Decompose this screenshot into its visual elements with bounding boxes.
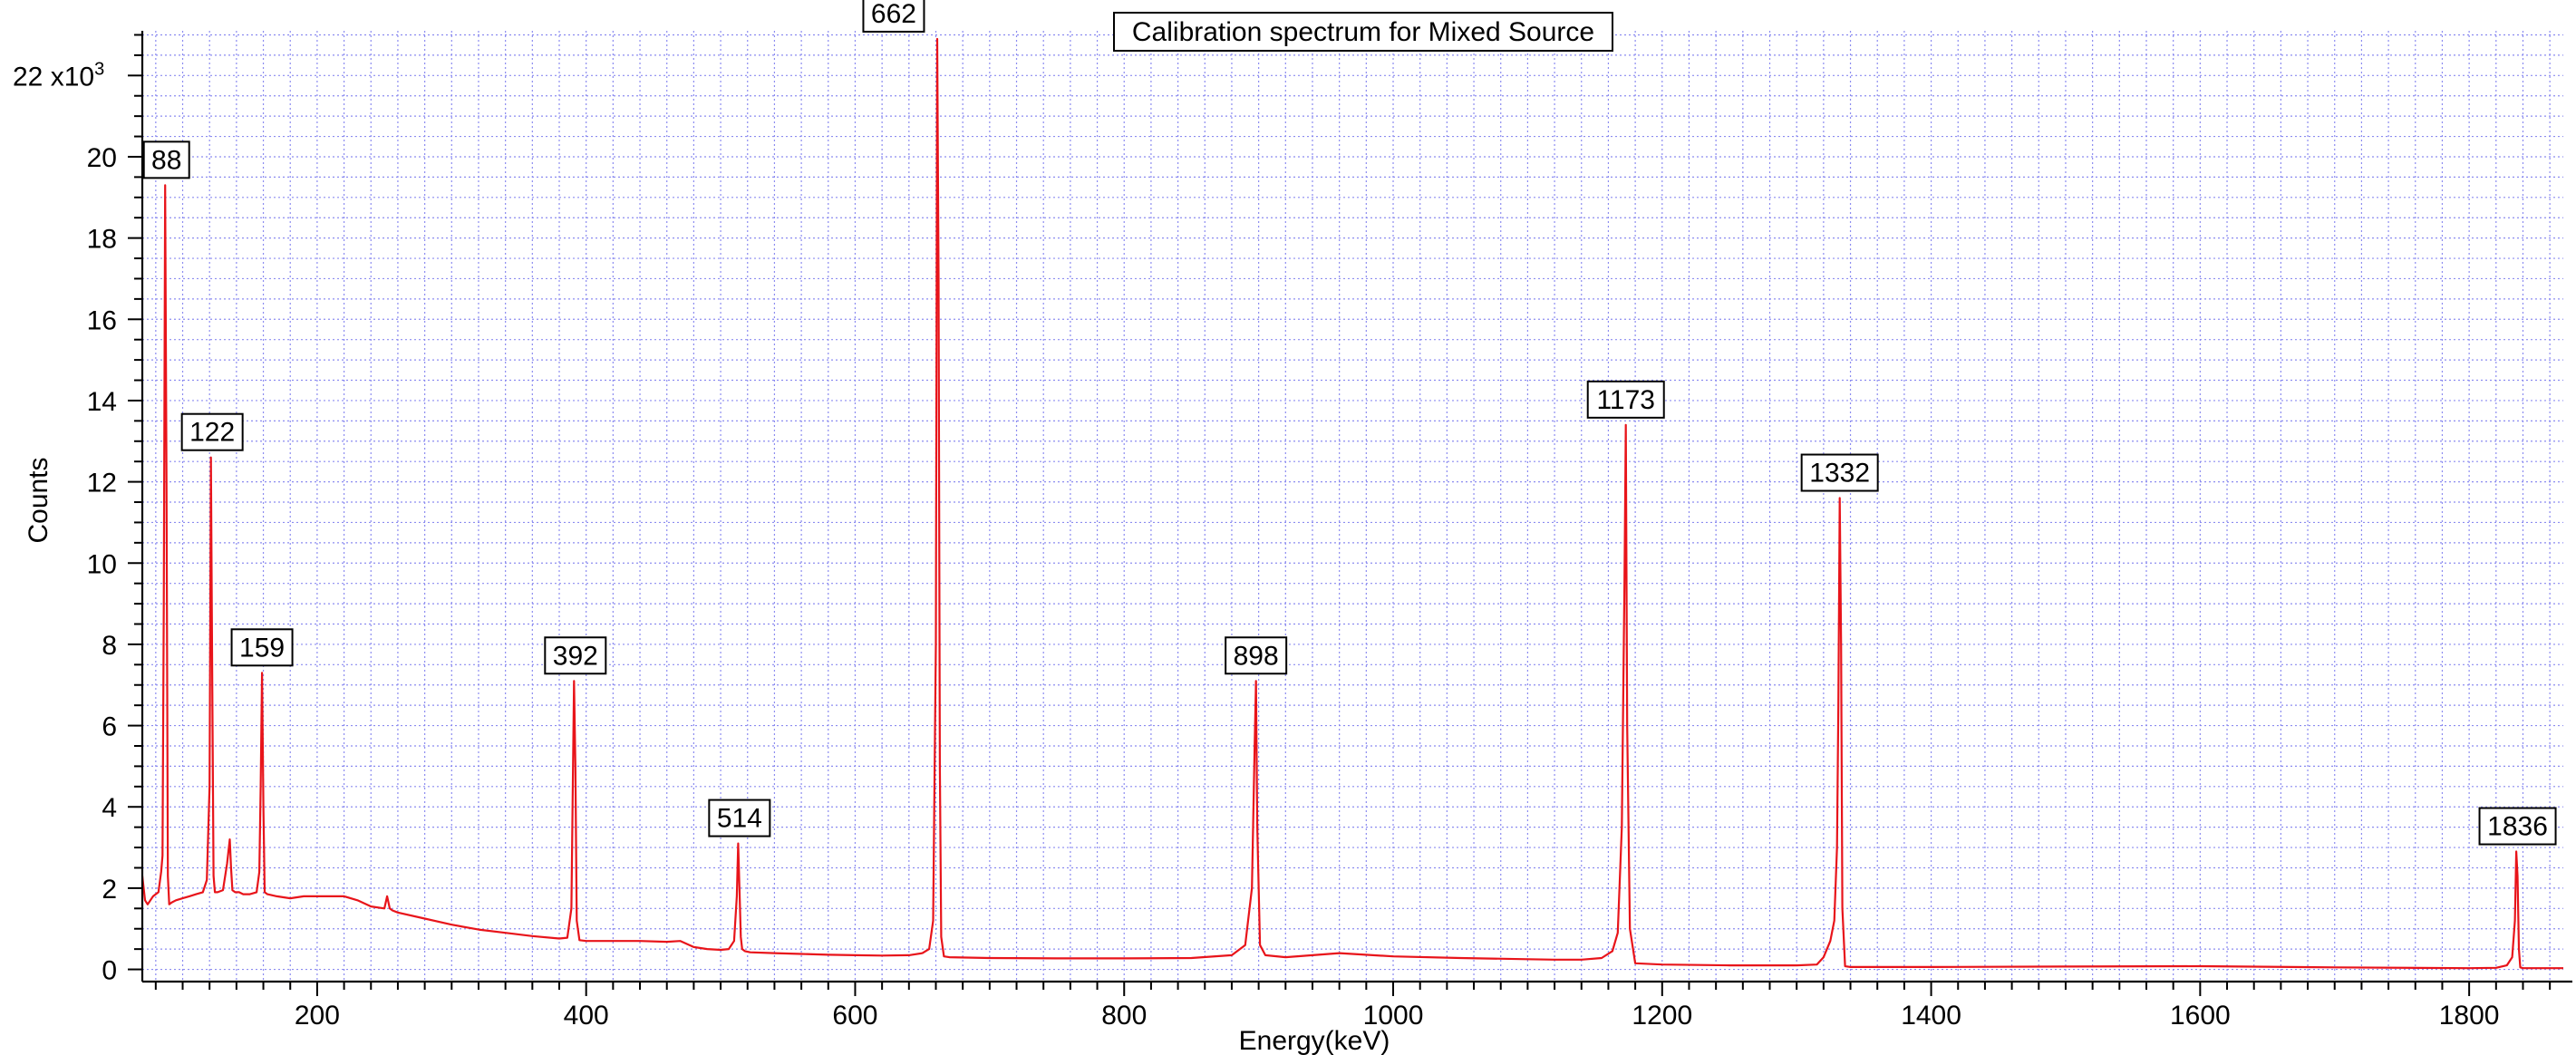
peak-label-88: 88 [142, 140, 190, 179]
x-tick-label: 600 [832, 1001, 877, 1031]
peak-label-122: 122 [180, 412, 244, 451]
peak-label-box [2478, 807, 2557, 846]
x-tick-label: 1600 [2170, 1001, 2231, 1031]
peak-label-text: 1836 [2487, 812, 2548, 842]
peak-label-159: 159 [230, 628, 294, 667]
x-tick-label: 1000 [1363, 1001, 1424, 1031]
peak-label-text: 1173 [1596, 385, 1655, 415]
x-tick-label: 1200 [1632, 1001, 1692, 1031]
axis-layer: 200 400 600 800 1000 1200 1400 1600 1800 0 2 4 6 8 10 1… [13, 31, 2572, 1031]
peak-label-box [708, 799, 771, 837]
y-tick-label: 0 [102, 956, 117, 986]
plot-layer [140, 37, 2563, 970]
peak-label-1836: 1836 [2478, 807, 2557, 846]
peak-label-box [1586, 380, 1665, 419]
chart-title: Calibration spectrum for Mixed Source [1132, 17, 1594, 47]
x-tick-label: 400 [564, 1001, 609, 1031]
grid-layer [142, 31, 2563, 982]
spectrum-series-line [140, 37, 2563, 970]
peak-label-text: 662 [871, 0, 916, 29]
x-tick-label: 1800 [2439, 1001, 2500, 1031]
y-tick-label: 18 [87, 225, 117, 255]
chart-title-box: Calibration spectrum for Mixed Source [1113, 12, 1613, 52]
peak-label-392: 392 [544, 636, 607, 675]
y-tick-label: 6 [102, 712, 117, 742]
y-tick-label: 12 [87, 469, 117, 498]
peak-label-box [230, 628, 294, 667]
peak-label-box [1800, 453, 1879, 492]
peak-label-box [544, 636, 607, 675]
x-axis-title: Energy(keV) [1239, 1026, 1390, 1055]
peak-label-text: 898 [1234, 641, 1279, 671]
peak-label-text: 88 [151, 145, 181, 175]
peak-label-text: 1332 [1809, 459, 1870, 489]
y-tick-label: 8 [102, 631, 117, 661]
y-tick-label: 16 [87, 305, 117, 335]
y-tick-label: 10 [87, 549, 117, 579]
y-tick-label: 2 [102, 875, 117, 905]
peak-label-text: 122 [189, 418, 235, 448]
x-tick-label: 800 [1101, 1001, 1147, 1031]
peak-label-text: 392 [553, 641, 598, 671]
peak-label-1332: 1332 [1800, 453, 1879, 492]
peak-label-514: 514 [708, 799, 771, 837]
peak-label-box [142, 140, 190, 179]
peak-label-box [1225, 636, 1288, 675]
peak-label-text: 514 [717, 804, 762, 834]
y-tick-label: 22 x103 [13, 59, 104, 92]
peak-label-1173: 1173 [1586, 380, 1665, 419]
y-tick-label: 4 [102, 793, 117, 823]
peak-label-text: 159 [239, 633, 285, 663]
x-tick-label: 1400 [1901, 1001, 1961, 1031]
y-axis-title: Counts [24, 457, 53, 543]
peak-label-898: 898 [1225, 636, 1288, 675]
peak-label-box [180, 412, 244, 451]
peak-label-box [862, 0, 925, 33]
y-tick-label: 20 [87, 143, 117, 173]
x-tick-label: 200 [295, 1001, 340, 1031]
peak-label-662: 662 [862, 0, 925, 33]
y-tick-label: 14 [87, 387, 117, 417]
peak-label-layer: 88 122 159 392 514 662 898 1173 1332 1836 [142, 0, 2557, 846]
